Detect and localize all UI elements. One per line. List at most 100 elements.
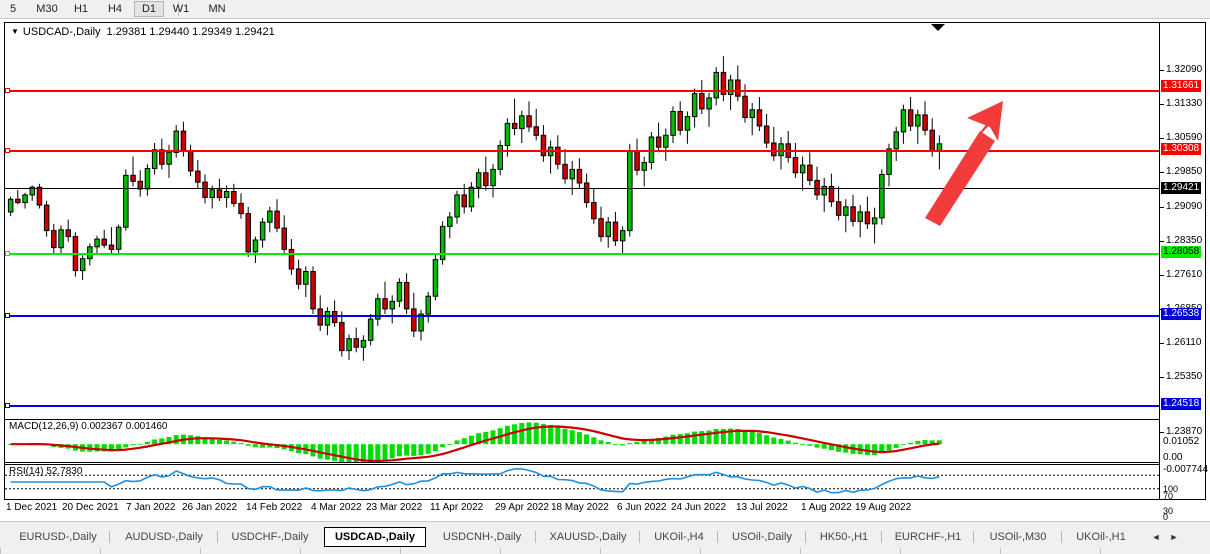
timeframe-button-5[interactable]: 5	[9, 3, 17, 15]
level-line-support-blue-upper[interactable]	[5, 315, 1159, 317]
symbol-tab-ukoilh1[interactable]: UKOil-,H1	[1076, 531, 1126, 543]
symbol-tab-usdcaddaily[interactable]: USDCAD-,Daily	[324, 527, 426, 547]
level-line-resistance-upper[interactable]	[5, 90, 1159, 92]
tab-grid-mark	[100, 548, 101, 554]
date-axis: 1 Dec 2021 20 Dec 2021 7 Jan 2022 26 Jan 20…	[4, 500, 1206, 518]
price-tick	[1160, 70, 1164, 71]
level-handle-support-blue-lower[interactable]	[5, 403, 10, 408]
date-axis-label: 6 Jun 2022	[617, 502, 667, 513]
tab-separator	[881, 531, 882, 543]
date-axis-label: 20 Dec 2021	[62, 502, 119, 513]
price-tick	[1160, 138, 1164, 139]
symbol-info-line: ▼ USDCAD-,Daily 1.29381 1.29440 1.29349 1.…	[11, 26, 275, 38]
level-line-support-green[interactable]	[5, 253, 1159, 255]
symbol-tab-usdcnhdaily[interactable]: USDCNH-,Daily	[442, 531, 522, 543]
level-handle-resistance-mid[interactable]	[5, 148, 10, 153]
price-tick	[1160, 377, 1164, 378]
price-badge-1-28058[interactable]: 1.28058	[1161, 246, 1202, 258]
level-line-support-blue-lower[interactable]	[5, 405, 1159, 407]
macd-pane[interactable]: MACD(12,26,9) 0.002367 0.001460	[5, 419, 1159, 463]
price-badge-1-26538[interactable]: 1.26538	[1161, 308, 1202, 320]
tab-separator	[973, 531, 974, 543]
price-tick	[1160, 207, 1164, 208]
tab-grid-mark	[300, 548, 301, 554]
price-tick-label: 1.30590	[1166, 132, 1203, 143]
price-scale[interactable]: 1.32090 1.31330 1.30590 1.29850 1.29090 1.283…	[1159, 23, 1209, 522]
symbol-tab-eurusddaily[interactable]: EURUSD-,Daily	[19, 531, 97, 543]
level-handle-resistance-upper[interactable]	[5, 88, 10, 93]
timeframe-button-h1[interactable]: H1	[73, 3, 89, 15]
tab-grid-mark	[800, 548, 801, 554]
tab-grid-mark	[500, 548, 501, 554]
symbol-tab-bar: EURUSD-,Daily AUDUSD-,Daily USDCHF-,Daily U…	[0, 521, 1210, 554]
timeframe-button-h4[interactable]: H4	[107, 3, 123, 15]
price-pane[interactable]: ▼ USDCAD-,Daily 1.29381 1.29440 1.29349 1.…	[5, 23, 1159, 417]
tab-grid-mark	[200, 548, 201, 554]
level-line-resistance-mid[interactable]	[5, 150, 1159, 152]
price-tick	[1160, 343, 1164, 344]
tab-grid-mark	[1000, 548, 1001, 554]
price-tick-label: 1.23870	[1166, 426, 1203, 437]
date-axis-label: 24 Jun 2022	[671, 502, 727, 513]
price-tick	[1160, 104, 1164, 105]
level-line-current-price[interactable]	[5, 188, 1159, 189]
date-axis-label: 7 Jan 2022	[126, 502, 176, 513]
rsi-pane[interactable]: RSI(14) 52.7830	[5, 464, 1159, 499]
chart-caret-icon[interactable]: ▼	[11, 27, 19, 36]
rsi-scale-label: 100	[1163, 484, 1179, 494]
tab-separator	[639, 531, 640, 543]
price-tick	[1160, 241, 1164, 242]
rsi-label: RSI(14) 52.7830	[9, 466, 83, 477]
macd-scale-label: -0.007744	[1163, 464, 1209, 475]
level-handle-support-green[interactable]	[5, 251, 10, 256]
date-axis-label: 29 Apr 2022	[495, 502, 549, 513]
symbol-tab-usdchfdaily[interactable]: USDCHF-,Daily	[231, 531, 309, 543]
date-axis-label: 13 Jul 2022	[736, 502, 788, 513]
symbol-tab-ukoilh4[interactable]: UKOil-,H4	[654, 531, 704, 543]
price-badge-1-30308[interactable]: 1.30308	[1161, 143, 1202, 155]
rsi-scale-label: 70	[1163, 491, 1174, 501]
price-badge-1-31661[interactable]: 1.31661	[1161, 80, 1202, 92]
date-axis-label: 11 Apr 2022	[430, 502, 484, 513]
tab-separator	[535, 531, 536, 543]
price-badge-1-29421[interactable]: 1.29421	[1161, 182, 1202, 194]
tab-separator	[1061, 531, 1062, 543]
price-tick-label: 1.27610	[1166, 269, 1203, 280]
date-axis-label: 26 Jan 2022	[182, 502, 238, 513]
symbol-ohlc: 1.29381 1.29440 1.29349 1.29421	[106, 26, 275, 38]
price-badge-1-24518[interactable]: 1.24518	[1161, 398, 1202, 410]
timeframe-button-d1[interactable]: D1	[134, 1, 164, 17]
tab-nav-next-button[interactable]: ►	[1169, 532, 1179, 542]
symbol-tab-audusddaily[interactable]: AUDUSD-,Daily	[125, 531, 203, 543]
timeframe-button-mn[interactable]: MN	[208, 3, 226, 15]
symbol-tab-eurchfh1[interactable]: EURCHF-,H1	[894, 531, 962, 543]
price-tick-label: 1.31330	[1166, 98, 1203, 109]
date-axis-label: 1 Aug 2022	[801, 502, 852, 513]
symbol-tab-hk50h1[interactable]: HK50-,H1	[819, 531, 869, 543]
date-axis-label: 23 Mar 2022	[366, 502, 423, 513]
timeframe-button-m30[interactable]: M30	[36, 3, 58, 15]
tab-grid-mark	[400, 548, 401, 554]
symbol-name: USDCAD-,Daily	[22, 26, 101, 38]
tab-grid-mark	[700, 548, 701, 554]
tab-separator	[217, 531, 218, 543]
tab-nav-prev-button[interactable]: ◄	[1151, 532, 1161, 542]
chart-frame[interactable]: ▼ USDCAD-,Daily 1.29381 1.29440 1.29349 1.…	[4, 22, 1209, 522]
symbol-tab-xauusddaily[interactable]: XAUUSD-,Daily	[549, 531, 627, 543]
tab-grid-mark	[1100, 548, 1101, 554]
date-axis-label: 18 May 2022	[551, 502, 609, 513]
rsi-series	[5, 468, 1159, 494]
price-tick	[1160, 432, 1164, 433]
symbol-tab-usoildaily[interactable]: USOil-,Daily	[732, 531, 792, 543]
symbol-tab-usoilm30[interactable]: USOil-,M30	[989, 531, 1047, 543]
level-handle-support-blue-upper[interactable]	[5, 313, 10, 318]
price-tick-label: 1.26110	[1166, 337, 1202, 348]
timeframe-button-w1[interactable]: W1	[172, 3, 190, 15]
collapse-triangle-icon[interactable]	[931, 24, 945, 31]
date-axis-label: 19 Aug 2022	[855, 502, 912, 513]
tab-grid-mark	[600, 548, 601, 554]
rsi-scale-label: 30	[1163, 506, 1174, 516]
date-axis-label: 4 Mar 2022	[311, 502, 362, 513]
price-tick-label: 1.25350	[1166, 371, 1203, 382]
date-axis-label: 1 Dec 2021	[6, 502, 58, 513]
